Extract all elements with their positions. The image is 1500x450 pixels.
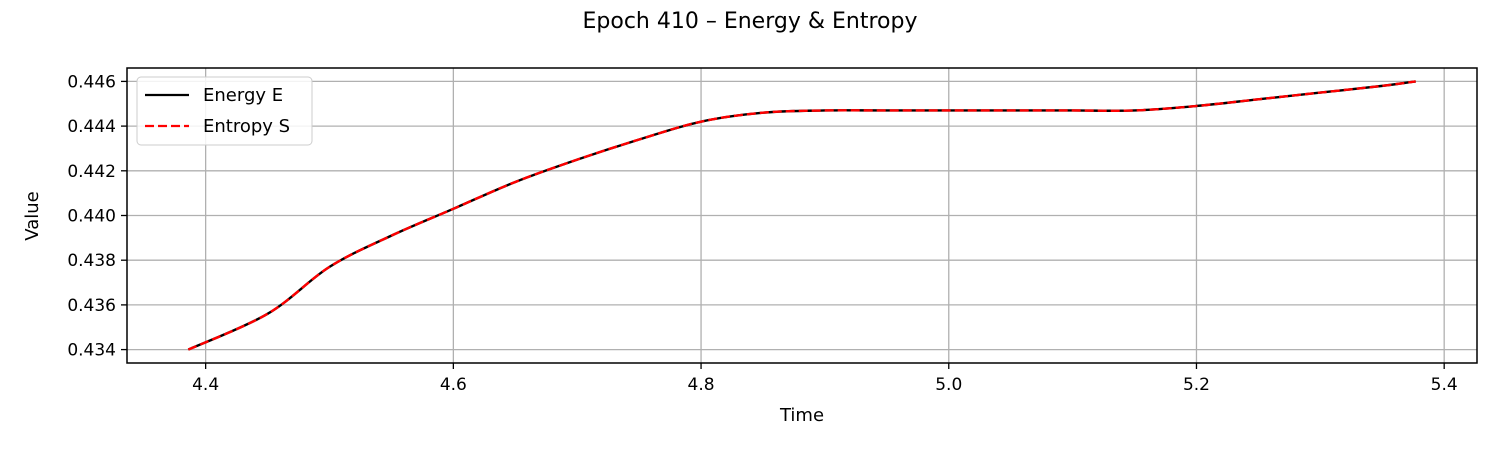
y-tick-label: 0.434 xyxy=(67,341,116,361)
x-tick-label: 5.4 xyxy=(1431,375,1458,395)
x-tick-label: 4.8 xyxy=(688,375,715,395)
x-axis-label: Time xyxy=(779,405,824,426)
series-line-entropy xyxy=(187,80,1416,351)
series-layer xyxy=(187,80,1416,351)
x-axis: 4.4 4.6 4.8 5.0 5.2 5.4 xyxy=(192,363,1458,395)
y-tick-label: 0.446 xyxy=(67,72,116,92)
legend-label-entropy: Entropy S xyxy=(203,116,290,137)
gridlines xyxy=(127,68,1477,363)
y-tick-label: 0.438 xyxy=(67,251,116,271)
y-tick-label: 0.442 xyxy=(67,162,116,182)
legend: Energy E Entropy S xyxy=(136,76,313,146)
legend-label-energy: Energy E xyxy=(203,85,283,106)
y-tick-label: 0.440 xyxy=(67,207,116,227)
chart-title: Epoch 410 – Energy & Entropy xyxy=(583,9,918,34)
y-tick-label: 0.444 xyxy=(67,117,116,137)
x-tick-label: 5.2 xyxy=(1183,375,1210,395)
y-axis-label: Value xyxy=(22,191,43,240)
y-tick-label: 0.436 xyxy=(67,296,116,316)
y-axis: 0.434 0.436 0.438 0.440 0.442 0.444 0.446 xyxy=(67,72,127,361)
x-tick-label: 4.4 xyxy=(192,375,219,395)
x-tick-label: 5.0 xyxy=(935,375,962,395)
x-tick-label: 4.6 xyxy=(440,375,467,395)
